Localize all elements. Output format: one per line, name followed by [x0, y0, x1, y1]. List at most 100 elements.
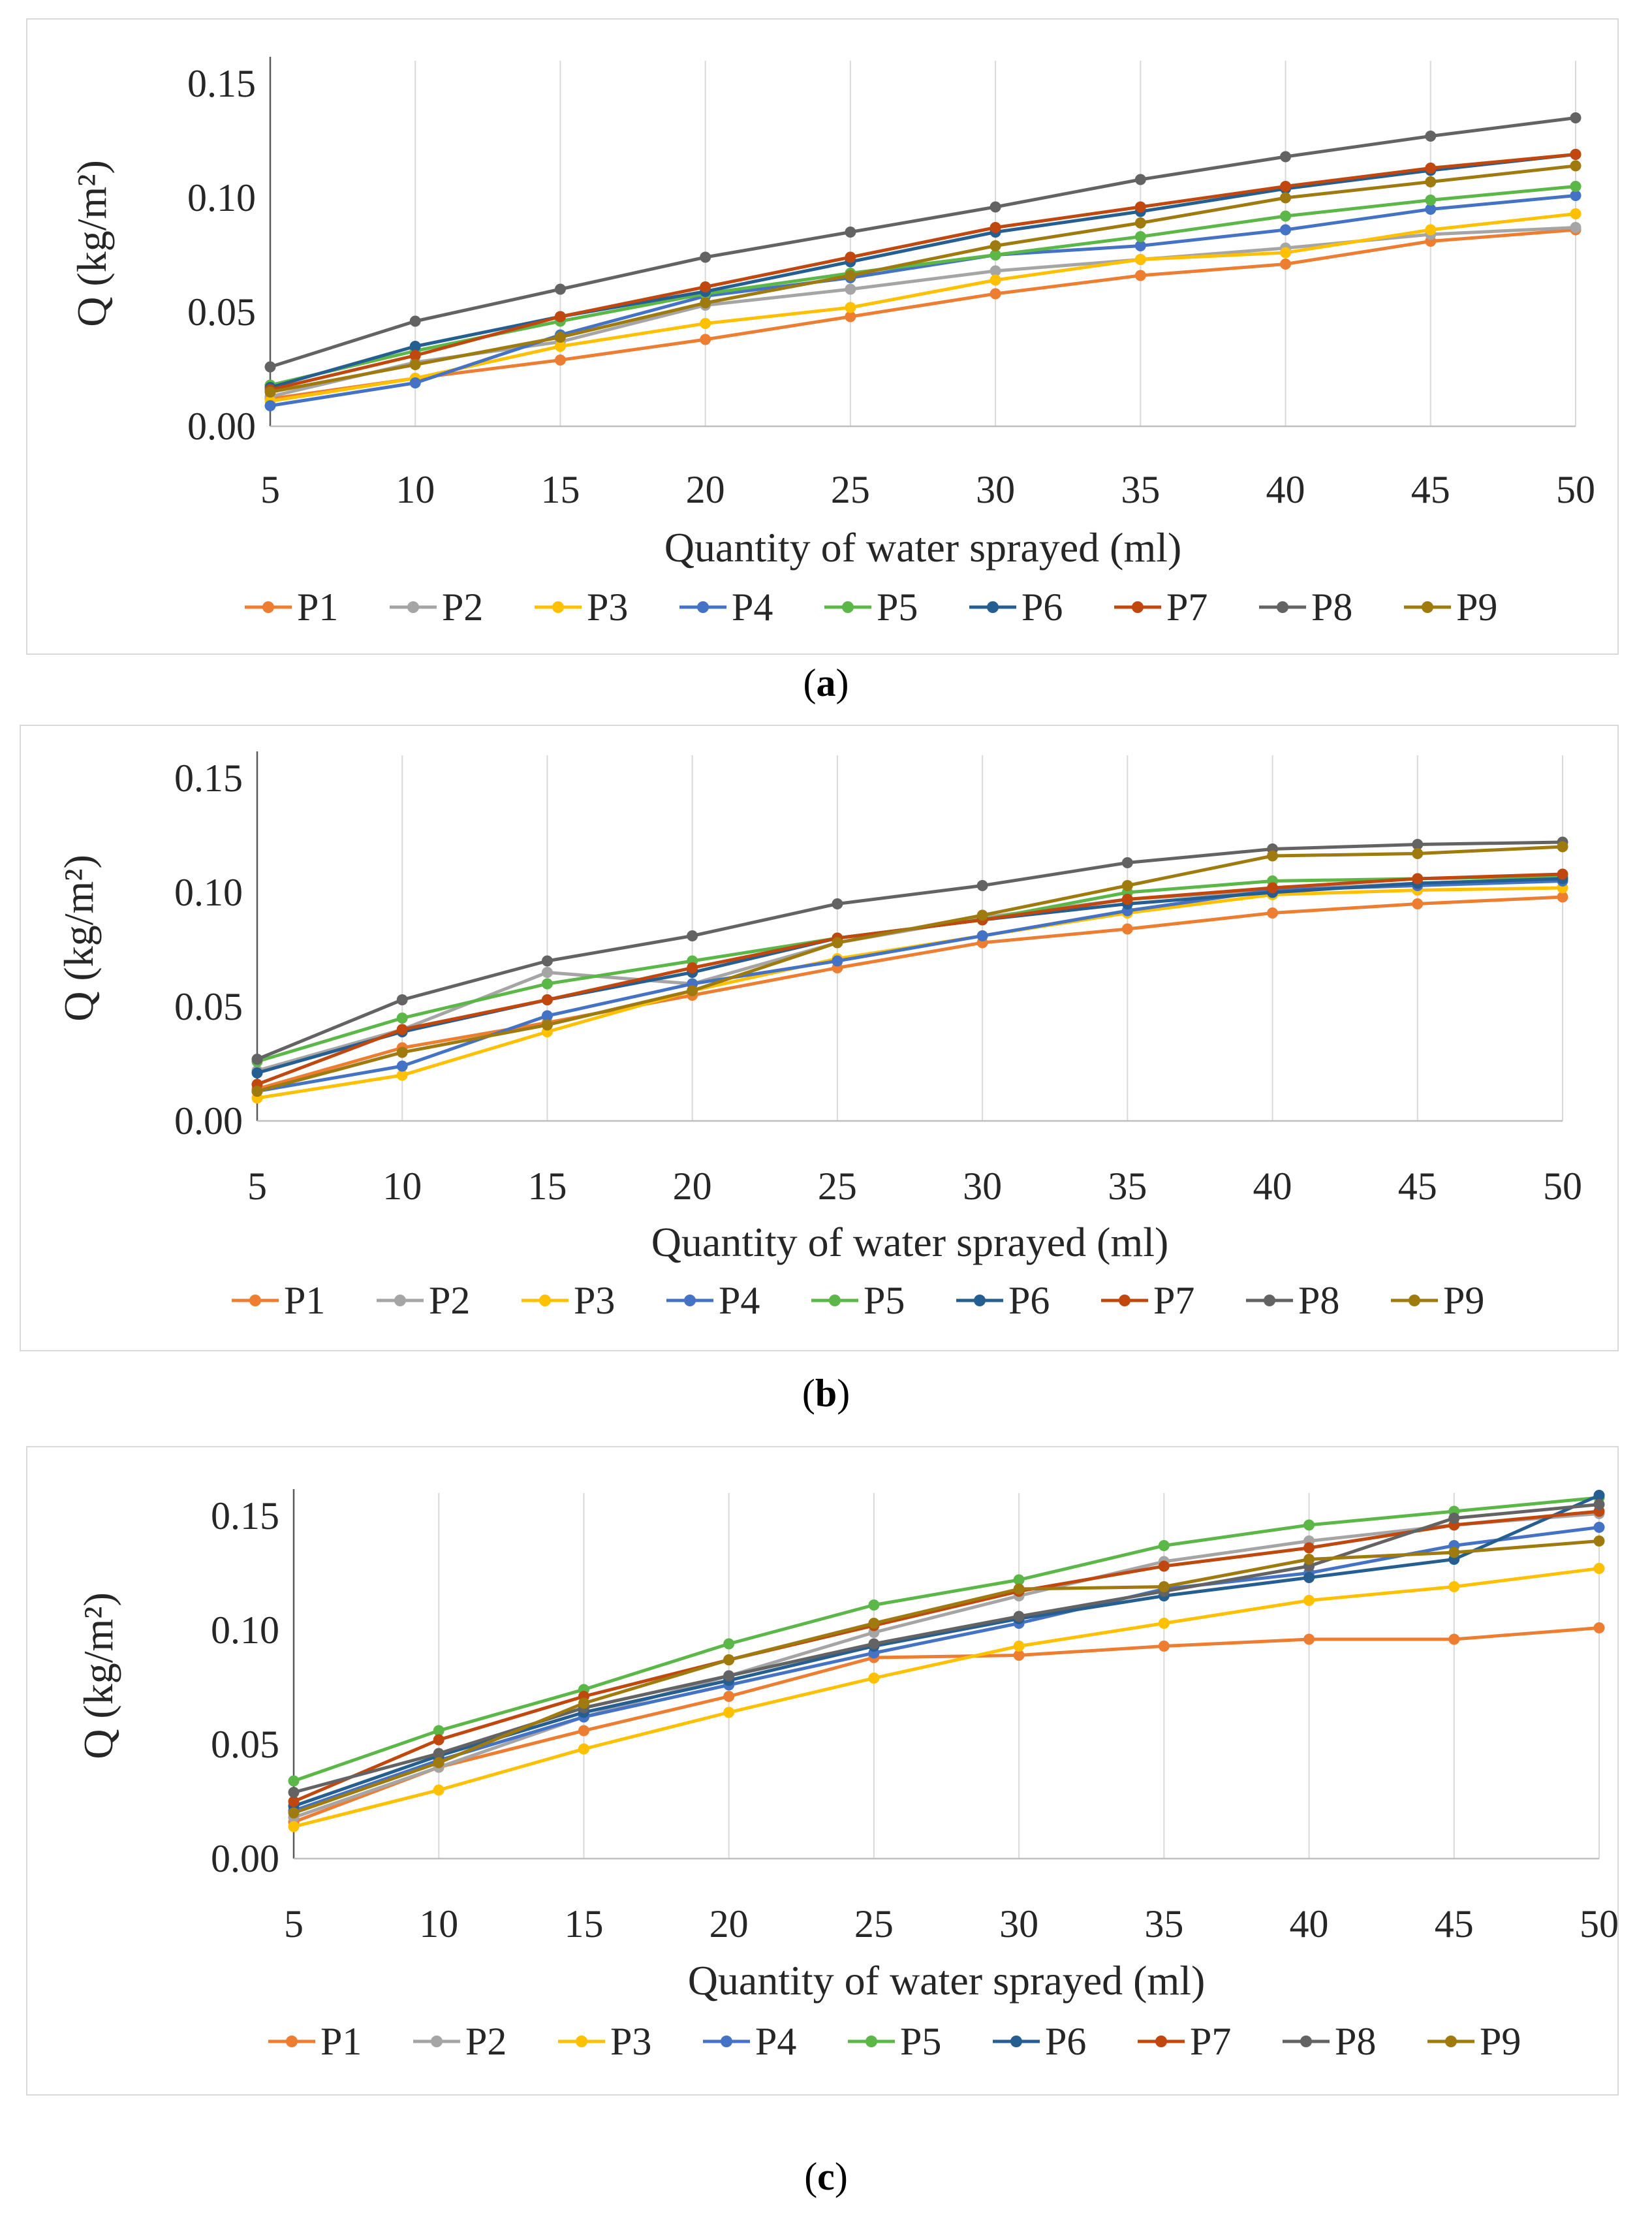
data-point-p1	[1013, 1650, 1025, 1661]
data-point-p5	[1134, 231, 1146, 242]
series-line-p7	[270, 153, 1576, 392]
data-point-p1	[723, 1691, 735, 1702]
legend-marker-p4	[721, 2036, 732, 2047]
legend-marker-p4	[697, 601, 709, 613]
data-point-p7	[1280, 181, 1292, 192]
legend-marker-p2	[407, 601, 419, 613]
legend-marker-p9	[1445, 2036, 1457, 2047]
data-point-p1	[1158, 1641, 1170, 1652]
data-point-p9	[1412, 848, 1424, 859]
x-tick-label: 15	[564, 1902, 603, 1945]
x-tick-label: 45	[1435, 1902, 1474, 1945]
series-line-p1	[293, 1626, 1600, 1824]
data-point-p3	[990, 274, 1001, 286]
legend-label-p5: P5	[877, 586, 918, 629]
data-point-p8	[723, 1670, 735, 1682]
legend-marker-p3	[539, 1295, 551, 1306]
data-point-p8	[541, 955, 553, 967]
data-point-p9	[1121, 880, 1133, 891]
series-line-p6	[293, 1494, 1600, 1808]
series-line-p3	[270, 212, 1576, 403]
legend-marker-p2	[431, 2036, 443, 2047]
data-point-p9	[433, 1757, 444, 1769]
legend-label-p4: P4	[719, 1279, 760, 1322]
x-tick-label: 10	[419, 1902, 458, 1945]
data-point-p3	[554, 341, 566, 352]
x-axis-title: Quantity of water sprayed (ml)	[688, 1957, 1206, 2004]
series-line-p8	[293, 1503, 1600, 1794]
data-point-p7	[1134, 201, 1146, 213]
data-point-p9	[1134, 217, 1146, 228]
data-point-p7	[1412, 873, 1424, 885]
x-tick-label: 25	[854, 1902, 894, 1945]
data-point-p7	[1303, 1542, 1315, 1554]
data-point-p9	[396, 1046, 408, 1058]
legend-label-p6: P6	[1008, 1279, 1050, 1322]
chart-c-svg: 0.00 0.05 0.10 0.15 5 10 15 20 25 30 35 40 45 50 Quant…	[75, 1489, 1619, 2063]
data-point-p9	[1570, 160, 1582, 172]
series-line-p2	[293, 1512, 1600, 1819]
data-point-p4	[1134, 240, 1146, 251]
data-point-p9	[1158, 1581, 1170, 1592]
data-point-p4	[1280, 224, 1292, 236]
data-point-p1	[700, 334, 711, 345]
data-point-p4	[1570, 190, 1582, 201]
legend-label-p8: P8	[1335, 2020, 1376, 2063]
legend-marker-p8	[1277, 601, 1288, 613]
legend-marker-p1	[286, 2036, 298, 2047]
legend-marker-p7	[1132, 601, 1144, 613]
data-point-p4	[396, 1060, 408, 1072]
data-point-p3	[1303, 1595, 1315, 1606]
legend-marker-p8	[1300, 2036, 1312, 2047]
chart-panel-b: 0.00 0.05 0.10 0.15 5 10 15 20 25 30 35 40 45 50 Quant…	[20, 725, 1619, 1351]
data-point-p1	[1593, 1622, 1605, 1633]
series-line-p9	[257, 845, 1563, 1093]
data-point-p1	[1134, 270, 1146, 281]
data-point-p8	[845, 227, 856, 238]
legend-label-p7: P7	[1153, 1279, 1194, 1322]
data-point-p7	[845, 251, 856, 263]
chart-panel-a: 0.00 0.05 0.10 0.15 5 10 15 20 25 30 35 40 45 50 Quant…	[26, 18, 1619, 655]
data-point-p9	[409, 359, 421, 370]
x-tick-label: 20	[673, 1165, 712, 1208]
data-point-p4	[1425, 204, 1437, 215]
y-tick-label: 0.00	[211, 1837, 279, 1880]
data-point-p9	[251, 1086, 263, 1097]
x-tick-label: 50	[1580, 1902, 1617, 1945]
legend-label-p3: P3	[574, 1279, 615, 1322]
legend-label-p1: P1	[284, 1279, 325, 1322]
data-point-p8	[433, 1748, 444, 1759]
y-tick-label: 0.10	[211, 1609, 279, 1652]
caption-c: (c)	[804, 2155, 848, 2198]
series-line-p4	[293, 1526, 1600, 1812]
data-point-p8	[700, 251, 711, 263]
data-point-p8	[976, 880, 988, 891]
data-point-p8	[251, 1054, 263, 1065]
x-tick-label: 15	[540, 468, 580, 511]
x-tick-label: 20	[686, 468, 725, 511]
legend-marker-p6	[974, 1295, 986, 1306]
series-line-p9	[270, 164, 1576, 394]
legend-label-p8: P8	[1298, 1279, 1339, 1322]
data-point-p9	[868, 1618, 880, 1629]
y-tick-label: 0.15	[187, 62, 256, 105]
data-point-p8	[1280, 151, 1292, 163]
caption-b: (b)	[802, 1372, 850, 1415]
legend-label-p9: P9	[1443, 1279, 1484, 1322]
data-point-p8	[1448, 1513, 1460, 1524]
data-point-p6	[409, 341, 421, 352]
data-point-p1	[1267, 907, 1279, 919]
x-tick-label: 40	[1290, 1902, 1329, 1945]
data-point-p5	[288, 1775, 300, 1787]
data-point-p6	[1303, 1572, 1315, 1583]
data-point-p3	[868, 1673, 880, 1684]
data-point-p8	[868, 1638, 880, 1650]
data-point-p7	[541, 994, 553, 1005]
data-point-p7	[1267, 882, 1279, 894]
legend-marker-p9	[1422, 601, 1433, 613]
data-point-p3	[723, 1707, 735, 1718]
y-tick-label: 0.00	[174, 1099, 243, 1142]
data-point-p4	[541, 1010, 553, 1022]
data-point-p7	[409, 350, 421, 361]
x-tick-label: 10	[382, 1165, 422, 1208]
